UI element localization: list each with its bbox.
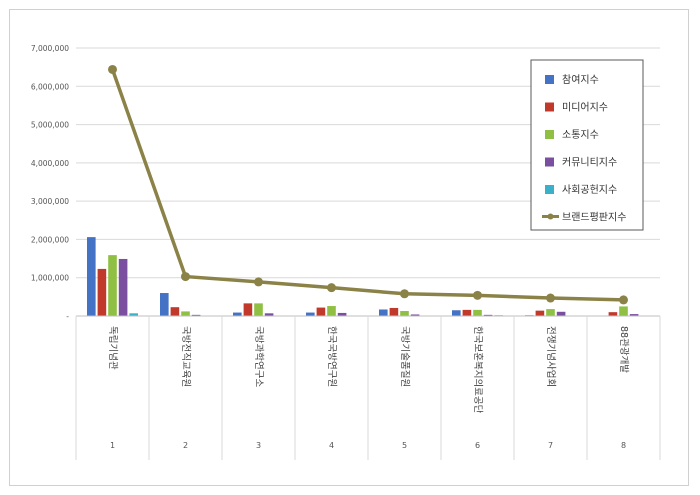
bar-소통지수-6 xyxy=(473,309,482,316)
y-tick-label: 4,000,000 xyxy=(31,159,69,168)
y-tick-label: 7,000,000 xyxy=(31,44,69,53)
y-tick-label: 1,000,000 xyxy=(31,274,69,283)
legend-line-marker xyxy=(547,213,554,220)
category-index: 6 xyxy=(475,441,480,450)
line-point-3 xyxy=(254,277,263,287)
bar-커뮤니티지수-1 xyxy=(118,258,128,316)
category-label: 국방전직교육원 xyxy=(180,326,191,387)
line-series xyxy=(108,64,628,305)
bar-미디어지수-8 xyxy=(608,312,618,316)
category-label: 한국국방연구원 xyxy=(326,326,337,387)
bar-커뮤니티지수-5 xyxy=(410,314,420,316)
bar-미디어지수-4 xyxy=(316,307,326,316)
category-label: 전쟁기념사업회 xyxy=(545,326,557,387)
bar-사회공헌지수-1 xyxy=(129,313,138,316)
chart: - 1,000,000 2,000,000 3,000,000 4,000,000 5,0… xyxy=(31,44,661,460)
category-label: 국방과학연구소 xyxy=(253,326,264,387)
line-point-7 xyxy=(546,293,555,303)
line-point-6 xyxy=(473,290,482,300)
x-axis: 독립기념관 1 국방전직교육원 2 국방과학연구소 3 한국국방연구원 4 국방기술품질원 5 한국… xyxy=(75,315,661,460)
line-point-5 xyxy=(400,289,409,299)
bar-참여지수-3 xyxy=(233,312,242,316)
category-index: 2 xyxy=(183,441,188,450)
legend-swatch-미디어지수 xyxy=(545,102,554,112)
legend-label: 소통지수 xyxy=(562,129,599,141)
category-label: 88관광개발 xyxy=(618,326,630,373)
category-index: 1 xyxy=(110,441,115,450)
category-index: 3 xyxy=(256,441,261,450)
legend-label: 브랜드평판지수 xyxy=(562,212,626,224)
bar-소통지수-3 xyxy=(254,303,263,316)
legend-label: 커뮤니티지수 xyxy=(562,157,617,169)
y-tick-label: 2,000,000 xyxy=(31,235,69,244)
legend-swatch-소통지수 xyxy=(545,130,554,139)
bar-미디어지수-3 xyxy=(243,303,253,316)
category-index: 7 xyxy=(548,441,553,450)
bar-미디어지수-6 xyxy=(462,309,472,316)
bar-소통지수-8 xyxy=(619,306,628,316)
bars xyxy=(87,237,639,316)
legend-label: 사회공헌지수 xyxy=(562,184,617,196)
line-브랜드평판지수 xyxy=(110,68,624,302)
chart-frame: - 1,000,000 2,000,000 3,000,000 4,000,000 5,0… xyxy=(9,9,689,486)
bar-소통지수-7 xyxy=(546,309,555,316)
category-label: 독립기념관 xyxy=(107,326,119,370)
bar-커뮤니티지수-8 xyxy=(629,314,639,316)
line-point-8 xyxy=(619,295,628,305)
category-label: 국방기술품질원 xyxy=(399,326,411,387)
bar-미디어지수-2 xyxy=(170,307,180,316)
bar-소통지수-5 xyxy=(400,311,409,316)
bar-미디어지수-7 xyxy=(535,310,545,316)
y-tick-label: - xyxy=(66,312,69,321)
y-axis: - 1,000,000 2,000,000 3,000,000 4,000,000 5,0… xyxy=(31,44,69,321)
category-index: 4 xyxy=(329,441,334,450)
line-point-2 xyxy=(181,272,190,282)
bar-커뮤니티지수-7 xyxy=(556,311,566,316)
legend-label: 참여지수 xyxy=(562,74,599,86)
line-point-4 xyxy=(327,283,336,293)
legend-swatch-참여지수 xyxy=(545,75,554,84)
bar-참여지수-6 xyxy=(452,310,461,316)
y-tick-label: 3,000,000 xyxy=(31,197,69,206)
legend-swatch-사회공헌지수 xyxy=(545,185,554,194)
category-index: 5 xyxy=(402,441,407,450)
bar-커뮤니티지수-6 xyxy=(483,314,493,316)
category-label: 한국보훈복지의료공단 xyxy=(472,326,484,414)
y-tick-label: 6,000,000 xyxy=(31,82,69,91)
bar-미디어지수-1 xyxy=(97,268,107,316)
legend-swatch-커뮤니티지수 xyxy=(545,157,554,167)
bar-소통지수-4 xyxy=(327,306,336,316)
bar-참여지수-1 xyxy=(87,237,96,316)
bar-미디어지수-5 xyxy=(389,307,399,316)
bar-커뮤니티지수-4 xyxy=(337,312,347,316)
category-index: 8 xyxy=(621,441,626,450)
legend-box xyxy=(530,59,644,231)
bar-참여지수-5 xyxy=(379,309,388,316)
legend-label: 미디어지수 xyxy=(562,102,608,114)
y-tick-label: 5,000,000 xyxy=(31,121,69,130)
line-point-1 xyxy=(108,64,117,74)
bar-소통지수-1 xyxy=(108,255,117,316)
bar-참여지수-2 xyxy=(160,293,169,316)
bar-참여지수-4 xyxy=(306,312,315,316)
bar-커뮤니티지수-3 xyxy=(264,313,274,316)
bar-소통지수-2 xyxy=(181,311,190,316)
bar-커뮤니티지수-2 xyxy=(191,314,201,316)
